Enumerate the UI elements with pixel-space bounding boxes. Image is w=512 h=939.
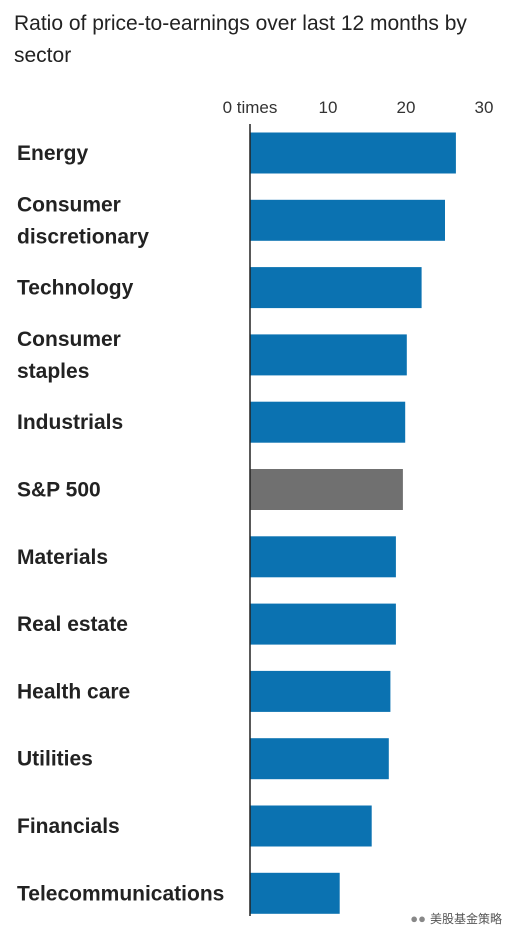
category-label: S&P 500 xyxy=(17,479,101,502)
bar xyxy=(250,199,445,241)
bar xyxy=(250,334,407,376)
category-label: Health care xyxy=(17,680,130,703)
bar xyxy=(250,536,396,578)
category-label: Consumer xyxy=(17,193,121,216)
bar xyxy=(250,670,391,712)
watermark-text: 美股基金策略 xyxy=(429,912,502,926)
watermark: ●● 美股基金策略 xyxy=(410,910,502,927)
category-label: Utilities xyxy=(17,748,93,771)
wechat-icon: ●● xyxy=(410,911,426,926)
category-label: Technology xyxy=(17,277,134,300)
category-label: Telecommunications xyxy=(17,882,224,905)
category-label: Financials xyxy=(17,815,120,838)
category-label: Consumer xyxy=(17,328,121,351)
category-label: discretionary xyxy=(17,225,149,248)
category-label: Industrials xyxy=(17,411,123,434)
x-tick-label: 0 times xyxy=(223,98,278,117)
chart-title: Ratio of price-to-earnings over last 12 … xyxy=(14,12,467,67)
bar-benchmark xyxy=(250,469,403,510)
bar xyxy=(250,401,406,443)
bar xyxy=(250,872,340,914)
bar xyxy=(250,738,389,780)
category-label: Real estate xyxy=(17,613,128,636)
bar xyxy=(250,805,372,847)
category-label: Energy xyxy=(17,142,89,165)
bar xyxy=(250,132,456,174)
x-tick-label: 30 xyxy=(475,98,494,117)
bar xyxy=(250,603,396,645)
bar xyxy=(250,267,422,309)
category-label: Materials xyxy=(17,546,108,569)
x-tick-label: 10 xyxy=(319,98,338,117)
category-label: staples xyxy=(17,360,89,383)
x-tick-label: 20 xyxy=(397,98,416,117)
